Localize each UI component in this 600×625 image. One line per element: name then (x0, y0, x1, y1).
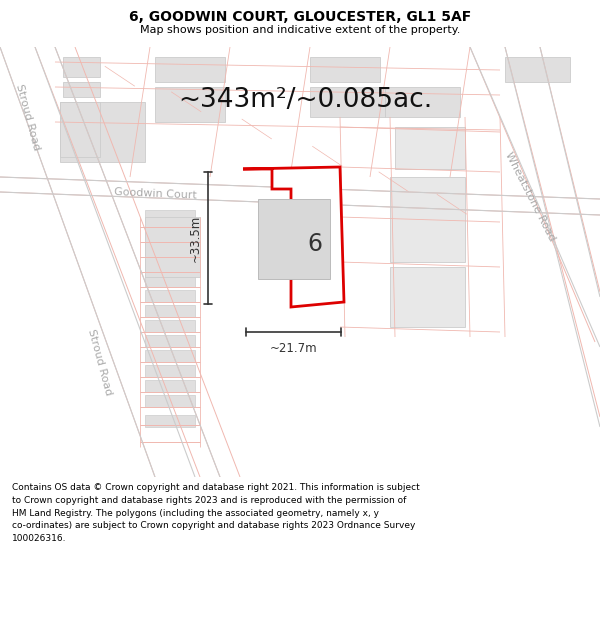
Polygon shape (63, 82, 100, 97)
Polygon shape (243, 167, 344, 307)
Text: Wheatstone Road: Wheatstone Road (503, 151, 557, 243)
Polygon shape (145, 415, 195, 427)
Polygon shape (145, 227, 195, 239)
Text: Contains OS data © Crown copyright and database right 2021. This information is : Contains OS data © Crown copyright and d… (12, 483, 420, 543)
Polygon shape (390, 177, 465, 262)
Polygon shape (145, 217, 200, 277)
Polygon shape (145, 350, 195, 362)
Polygon shape (145, 305, 195, 317)
Polygon shape (385, 87, 460, 117)
Polygon shape (258, 199, 330, 279)
Text: 6, GOODWIN COURT, GLOUCESTER, GL1 5AF: 6, GOODWIN COURT, GLOUCESTER, GL1 5AF (129, 11, 471, 24)
Polygon shape (145, 335, 195, 347)
Text: 6: 6 (308, 232, 323, 256)
Polygon shape (310, 87, 385, 117)
Polygon shape (145, 290, 195, 302)
Polygon shape (310, 57, 380, 82)
Polygon shape (145, 395, 195, 407)
Text: Map shows position and indicative extent of the property.: Map shows position and indicative extent… (140, 25, 460, 35)
Polygon shape (145, 210, 195, 222)
Text: Goodwin Court: Goodwin Court (113, 188, 197, 201)
Text: Stroud Road: Stroud Road (86, 328, 113, 396)
Polygon shape (145, 365, 195, 377)
Text: ~21.7m: ~21.7m (269, 342, 317, 355)
Polygon shape (60, 102, 145, 162)
Polygon shape (145, 320, 195, 332)
Text: Stroud Road: Stroud Road (14, 82, 41, 151)
Polygon shape (145, 380, 195, 392)
Text: ~343m²/~0.085ac.: ~343m²/~0.085ac. (178, 87, 432, 113)
Polygon shape (145, 243, 195, 255)
Polygon shape (505, 57, 570, 82)
Text: ~33.5m: ~33.5m (189, 214, 202, 262)
Polygon shape (155, 57, 225, 82)
Polygon shape (63, 57, 100, 77)
Polygon shape (395, 127, 465, 169)
Polygon shape (145, 259, 195, 271)
Polygon shape (155, 87, 225, 122)
Polygon shape (390, 267, 465, 327)
Polygon shape (60, 102, 100, 157)
Polygon shape (145, 275, 195, 287)
